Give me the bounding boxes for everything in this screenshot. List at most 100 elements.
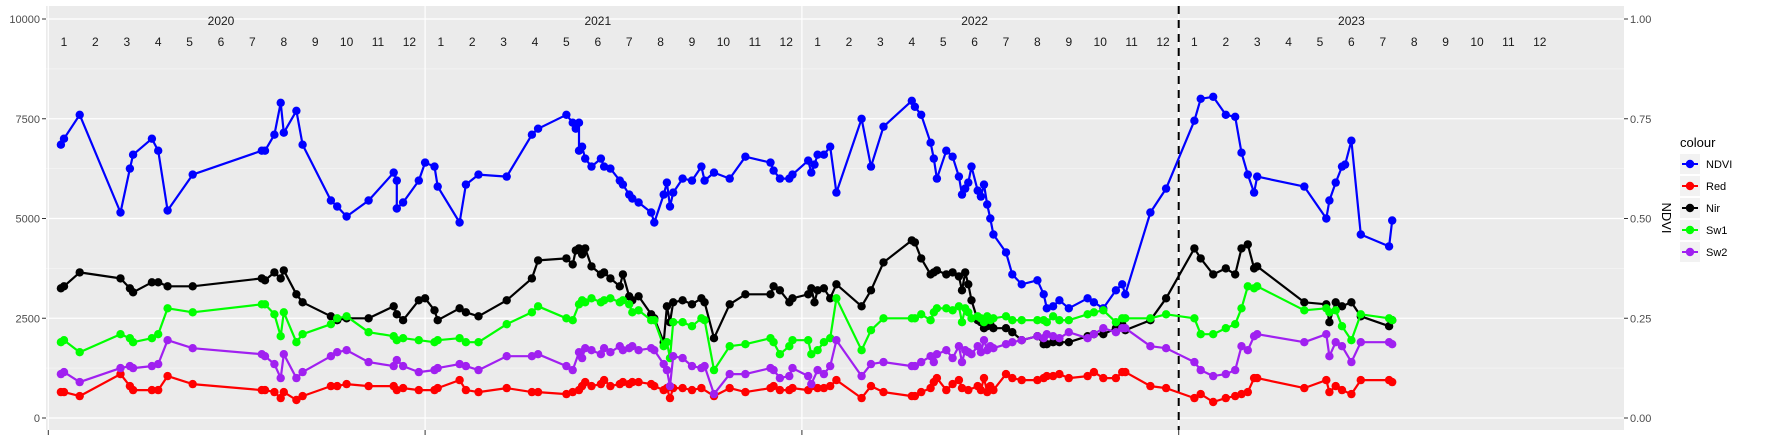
data-point [1111,318,1121,327]
data-point [59,282,69,291]
data-point [954,375,964,385]
data-point [1001,369,1011,379]
month-label: 5 [1317,35,1324,49]
data-point [260,276,270,285]
data-point [662,302,672,311]
data-point [857,114,866,124]
series-sw1 [56,282,1397,375]
data-point [125,164,135,173]
data-point [1064,316,1074,325]
data-point [1008,316,1017,325]
data-point [398,198,408,207]
data-point [1146,381,1155,391]
data-point [292,395,301,405]
y-tick-label-right: 1.00 [1630,14,1651,26]
data-point [326,352,336,361]
data-point [618,180,628,189]
data-point [298,140,307,149]
data-point [128,150,138,159]
data-point [625,300,634,309]
data-point [917,110,926,120]
legend-key-point [1685,181,1695,191]
data-point [669,188,678,197]
data-point [665,202,675,211]
data-point [976,385,986,395]
data-point [154,278,163,287]
month-label: 8 [1034,35,1041,49]
data-point [1048,371,1058,381]
data-point [788,383,797,393]
data-point [954,172,964,181]
data-point [188,308,197,317]
year-label: 2022 [961,14,988,28]
data-point [879,314,888,323]
data-point [433,363,442,373]
data-point [326,320,336,329]
data-point [474,312,483,321]
month-label: 11 [1125,35,1138,49]
data-point [1331,381,1340,391]
data-point [954,302,964,311]
y-tick-label-right: 0.50 [1630,214,1651,226]
data-point [678,318,687,327]
data-point [1196,94,1205,104]
data-point [819,338,829,347]
data-point [342,346,351,355]
data-point [942,346,951,355]
data-point [342,312,351,321]
month-label: 4 [908,35,915,49]
data-point [989,385,998,395]
data-point [1055,316,1064,325]
data-point [989,324,998,333]
data-point [957,318,967,327]
data-point [1221,264,1231,273]
data-point [986,214,995,223]
data-point [116,274,125,283]
y-tick-label-right: 0.25 [1630,313,1651,325]
data-point [461,308,471,317]
data-point [533,350,543,359]
data-point [618,346,628,355]
data-point [926,316,935,325]
data-point [1121,324,1130,333]
data-point [807,168,816,177]
legend-label: Sw2 [1706,247,1727,259]
data-point [527,308,537,317]
data-point [709,334,719,343]
data-point [1237,148,1246,157]
month-label: 11 [372,35,385,49]
data-point [147,385,157,395]
data-point [948,268,957,277]
data-point [775,174,785,183]
data-point [1337,342,1347,351]
data-point [1146,208,1155,217]
data-point [725,342,734,351]
data-point [741,369,750,379]
data-point [276,332,285,341]
legend-key-point [1685,203,1695,213]
data-point [292,106,301,116]
data-point [1190,116,1199,125]
data-point [260,146,270,155]
data-point [1048,332,1058,341]
data-point [1017,375,1026,385]
data-point [769,365,778,375]
data-point [1048,312,1058,321]
data-point [942,146,951,155]
data-point [826,361,835,371]
data-point [1161,344,1171,353]
data-point [804,336,813,345]
month-label: 6 [594,35,601,49]
data-point [810,298,819,307]
data-point [932,266,942,275]
data-point [775,385,785,395]
data-point [665,381,675,391]
data-point [1111,328,1121,337]
data-point [804,156,813,165]
data-point [581,377,590,387]
data-point [364,314,373,323]
data-point [1118,280,1127,289]
data-point [932,373,942,383]
data-point [398,383,408,393]
data-point [562,361,571,371]
